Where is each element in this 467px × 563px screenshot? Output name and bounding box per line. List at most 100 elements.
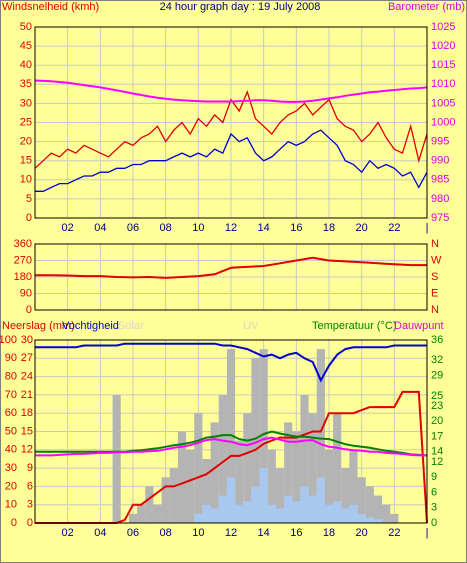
y2-tick-label: 995 <box>431 136 449 148</box>
x-tick-label: 18 <box>323 222 335 234</box>
y-tick-label: 20 <box>5 480 17 492</box>
y-tick-label: 0 <box>26 304 32 316</box>
solar-bar <box>333 501 342 523</box>
y2-tick-label: 6 <box>431 486 437 498</box>
solar-bar <box>186 449 195 523</box>
y2-tick-label: 980 <box>431 193 449 205</box>
y-tick-label: 360 <box>14 238 32 250</box>
y3-tick-label: 15 <box>21 425 33 437</box>
solar-bar <box>194 513 203 523</box>
x-tick-label: 16 <box>290 222 302 234</box>
y2-tick-label: 20 <box>431 415 443 427</box>
y-tick-label: 60 <box>5 407 17 419</box>
y-tick-label: 0 <box>26 212 32 224</box>
solar-bar <box>275 508 285 523</box>
solar-bar <box>324 449 334 523</box>
y2-tick-label: 23 <box>431 400 443 412</box>
y3-tick-label: 21 <box>21 389 33 401</box>
y-tick-label: 40 <box>5 444 17 456</box>
solar-bar <box>316 477 325 523</box>
solar-bar <box>373 495 383 523</box>
solar-bar <box>226 477 236 523</box>
y2-tick-label: 1015 <box>431 59 455 71</box>
y2-tick-label: W <box>431 254 442 266</box>
x-tick-label: 06 <box>127 222 139 234</box>
y2-tick-label: 990 <box>431 155 449 167</box>
solar-bar <box>161 477 170 523</box>
solar-bar <box>251 486 260 523</box>
y2-tick-label: 1010 <box>431 78 455 90</box>
series-line <box>35 436 427 457</box>
x-tick-label: | <box>426 527 429 539</box>
solar-bar <box>267 449 276 523</box>
y2-tick-label: 3 <box>431 502 437 514</box>
y3-tick-label: 24 <box>21 371 33 383</box>
y-tick-label: 90 <box>5 352 17 364</box>
y-tick-label: 40 <box>20 59 32 71</box>
x-tick-label: 20 <box>356 527 368 539</box>
y-tick-label: 50 <box>20 21 32 33</box>
solar-bar <box>284 495 293 523</box>
solar-bar <box>235 504 244 523</box>
y2-tick-label: N <box>431 238 439 250</box>
solar-bar <box>357 477 366 523</box>
solar-bar <box>341 508 350 523</box>
y2-tick-label: N <box>431 304 439 316</box>
x-tick-label: 02 <box>62 527 74 539</box>
y2-tick-label: E <box>431 287 438 299</box>
plot-border <box>34 26 428 219</box>
y2-tick-label: 1000 <box>431 116 455 128</box>
solar-bar <box>390 513 399 523</box>
y2-tick-label: 29 <box>431 369 443 381</box>
y-tick-label: 80 <box>5 371 17 383</box>
solar-bar <box>194 413 203 523</box>
legend-entry: Temperatuur (°C) <box>312 320 396 332</box>
series-line <box>35 129 428 192</box>
y2-tick-label: 1020 <box>431 40 455 52</box>
solar-bar <box>284 422 293 523</box>
plot-border <box>34 339 428 524</box>
solar-bar <box>373 519 383 523</box>
solar-bar <box>251 358 260 523</box>
y-tick-label: 270 <box>14 254 32 266</box>
y2-tick-label: 25 <box>431 390 443 402</box>
legend-entry: Dauwpunt <box>394 320 444 332</box>
chart-title: 24 hour graph day : 19 July 2008 <box>160 1 321 13</box>
x-tick-label: 14 <box>258 527 270 539</box>
solar-bar <box>128 513 138 523</box>
series-line <box>34 90 428 169</box>
solar-bar <box>324 504 334 523</box>
y-tick-label: 30 <box>5 462 17 474</box>
solar-bar <box>235 440 244 523</box>
y-tick-label: 10 <box>5 499 17 511</box>
solar-bar <box>202 504 211 523</box>
x-tick-label: 10 <box>192 222 204 234</box>
x-tick-label: 16 <box>290 527 302 539</box>
series-line <box>35 256 427 279</box>
x-tick-label: 06 <box>127 527 139 539</box>
solar-bar <box>357 513 366 523</box>
solar-bar <box>243 413 252 523</box>
y-tick-label: 10 <box>20 174 32 186</box>
x-tick-label: 04 <box>94 222 106 234</box>
solar-bar <box>112 394 121 523</box>
solar-bar <box>300 394 309 523</box>
y2-tick-label: 975 <box>431 212 449 224</box>
solar-bar <box>218 394 227 523</box>
solar-bar <box>365 486 374 523</box>
solar-bar <box>210 508 219 523</box>
series-line <box>35 342 427 383</box>
y-tick-label: 90 <box>20 287 32 299</box>
y3-tick-label: 9 <box>27 462 33 474</box>
y-tick-label: 70 <box>5 389 17 401</box>
solar-bar <box>210 422 219 523</box>
solar-bar <box>267 504 276 523</box>
y-tick-label: 100 <box>0 334 17 346</box>
y2-axis-title: Barometer (mb) <box>388 1 465 13</box>
solar-bar <box>169 468 178 523</box>
y-tick-label: 35 <box>20 78 32 90</box>
solar-bar <box>137 504 146 523</box>
solar-bar <box>243 501 252 523</box>
x-tick-label: 18 <box>323 527 335 539</box>
plot-border <box>34 243 428 311</box>
